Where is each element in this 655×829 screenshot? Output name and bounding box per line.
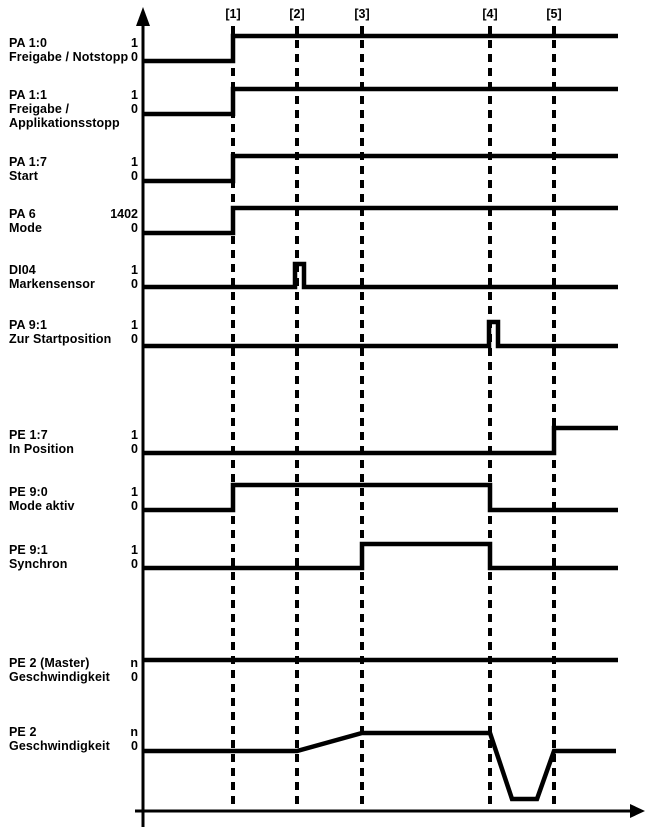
- signal-name-pe-2: PE 2 Geschwindigkeit: [9, 725, 110, 753]
- signal-name-line: Freigabe /: [9, 102, 70, 116]
- signal-name-line: PE 9:1: [9, 543, 48, 557]
- signal-value-label: 0: [131, 50, 138, 64]
- signal-value-label: 1: [131, 318, 138, 332]
- signal-name-line: Zur Startposition: [9, 332, 112, 346]
- signal-value-label: 0: [131, 277, 138, 291]
- signal-name-line: Geschwindigkeit: [9, 670, 110, 684]
- signal-value-label: 1: [131, 485, 138, 499]
- event-marker-label-1: [1]: [225, 7, 241, 21]
- signal-value-label: 1: [131, 428, 138, 442]
- signal-name-line: Start: [9, 169, 38, 183]
- signal-name-line: Freigabe / Notstopp: [9, 50, 129, 64]
- signal-name-line: PE 2: [9, 725, 37, 739]
- signal-value-label: 1: [131, 36, 138, 50]
- signal-value-label: 1: [131, 543, 138, 557]
- signal-name-line: DI04: [9, 263, 36, 277]
- signal-value-label: 0: [131, 221, 138, 235]
- signal-value-label: 1: [131, 263, 138, 277]
- signal-name-pa-9-1: PA 9:1 Zur Startposition: [9, 318, 111, 346]
- signal-name-line: In Position: [9, 442, 74, 456]
- event-marker-label-2: [2]: [289, 7, 305, 21]
- signal-trace-pe-9-1: [143, 541, 618, 571]
- event-marker-label-4: [4]: [482, 7, 498, 21]
- signal-name-line: Geschwindigkeit: [9, 739, 110, 753]
- y-axis-arrowhead-icon: [136, 7, 150, 26]
- signal-name-di04: DI04 Markensensor: [9, 263, 95, 291]
- signal-value-label: n: [130, 725, 138, 739]
- signal-value-label: 1: [131, 155, 138, 169]
- signal-name-line: Mode aktiv: [9, 499, 75, 513]
- event-marker-label-3: [3]: [354, 7, 370, 21]
- signal-trace-pe-1-7: [143, 425, 618, 456]
- signal-value-label: 0: [131, 739, 138, 753]
- signal-name-pe-1-7: PE 1:7 In Position: [9, 428, 74, 456]
- signal-name-line: PE 9:0: [9, 485, 48, 499]
- signal-trace-pa-1-7: [143, 153, 618, 184]
- signal-values-pa-6: 1402 0: [78, 207, 138, 235]
- signal-name-pe-2-master: PE 2 (Master) Geschwindigkeit: [9, 656, 110, 684]
- signal-trace-pa-9-1: [143, 319, 618, 349]
- signal-name-line: PA 1:7: [9, 155, 48, 169]
- signal-name-line: Markensensor: [9, 277, 95, 291]
- signal-name-line: PA 1:1: [9, 88, 48, 102]
- signal-name-pa-1-7: PA 1:7 Start: [9, 155, 47, 183]
- signal-name-line: Applikationsstopp: [9, 116, 120, 130]
- event-marker-label-5: [5]: [546, 7, 562, 21]
- signal-name-pa-1-0: PA 1:0 Freigabe / Notstopp: [9, 36, 128, 64]
- signal-trace-pa-1-1: [143, 86, 618, 117]
- signal-name-pa-1-1: PA 1:1 Freigabe / Applikationsstopp: [9, 88, 120, 130]
- signal-name-line: PA 9:1: [9, 318, 48, 332]
- signal-value-label: 0: [131, 442, 138, 456]
- signal-name-line: PE 2 (Master): [9, 656, 90, 670]
- signal-value-label: 0: [131, 102, 138, 116]
- signal-trace-pe-2: [143, 730, 616, 802]
- signal-name-pa-6: PA 6 Mode: [9, 207, 42, 235]
- signal-name-line: PA 6: [9, 207, 36, 221]
- signal-trace-pe-9-0: [143, 482, 618, 513]
- signal-value-label: 1: [131, 88, 138, 102]
- signal-name-pe-9-1: PE 9:1 Synchron: [9, 543, 67, 571]
- signal-name-line: Mode: [9, 221, 43, 235]
- signal-trace-pa-1-0: [143, 33, 618, 64]
- signal-name-line: PA 1:0: [9, 36, 48, 50]
- signal-value-label: 1402: [110, 207, 138, 221]
- signal-name-pe-9-0: PE 9:0 Mode aktiv: [9, 485, 75, 513]
- signal-trace-di04: [143, 261, 618, 290]
- time-axis-arrowhead-icon: [630, 804, 645, 818]
- signal-value-label: 0: [131, 332, 138, 346]
- signal-value-label: 0: [131, 670, 138, 684]
- signal-name-line: PE 1:7: [9, 428, 48, 442]
- signal-value-label: 0: [131, 169, 138, 183]
- signal-value-label: 0: [131, 499, 138, 513]
- signal-value-label: 0: [131, 557, 138, 571]
- signal-value-label: n: [130, 656, 138, 670]
- signal-name-line: Synchron: [9, 557, 68, 571]
- signal-trace-pa-6: [143, 205, 618, 236]
